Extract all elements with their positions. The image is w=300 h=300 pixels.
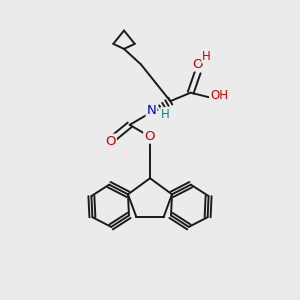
Text: O: O bbox=[193, 58, 203, 70]
Text: H: H bbox=[202, 50, 211, 62]
Text: OH: OH bbox=[210, 89, 228, 102]
Text: O: O bbox=[105, 135, 116, 148]
Text: N: N bbox=[147, 103, 156, 116]
Text: O: O bbox=[144, 130, 155, 142]
Text: H: H bbox=[161, 108, 170, 121]
